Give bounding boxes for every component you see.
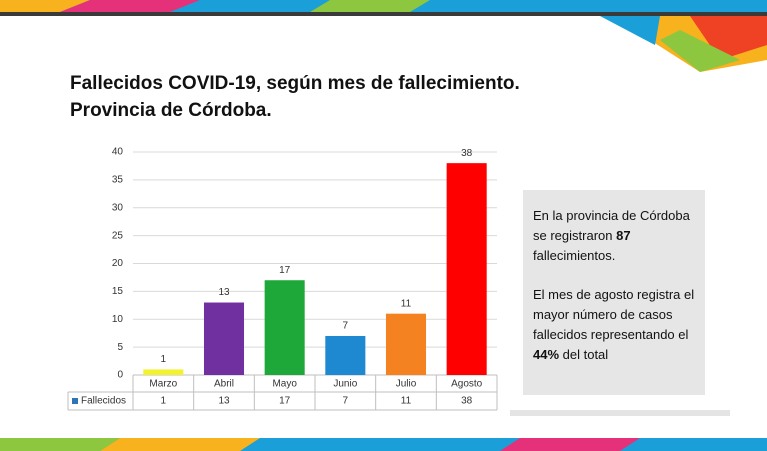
band-piece xyxy=(100,438,260,451)
y-tick-label: 15 xyxy=(112,286,124,297)
table-value: 17 xyxy=(279,396,291,407)
note-box: En la provincia de Córdoba se registraro… xyxy=(523,190,705,395)
y-tick-label: 35 xyxy=(112,175,124,186)
note-text: El mes de agosto registra el mayor númer… xyxy=(533,287,698,342)
table-value: 11 xyxy=(401,396,412,407)
x-tick-label: Agosto xyxy=(451,379,483,390)
band-piece xyxy=(310,0,430,12)
band-piece xyxy=(60,0,200,12)
data-label: 1 xyxy=(161,354,167,365)
note-text: fallecimientos. xyxy=(533,228,638,263)
chart-subtitle: Provincia de Córdoba. xyxy=(70,100,272,121)
note-text: 87 xyxy=(616,228,631,243)
y-tick-label: 40 xyxy=(112,147,124,158)
note-text: En la provincia de Córdoba se registraro… xyxy=(533,208,694,243)
corner-deco xyxy=(660,30,740,72)
y-tick-label: 30 xyxy=(112,202,124,213)
chart-title: Fallecidos COVID-19, según mes de fallec… xyxy=(70,73,520,94)
x-tick-label: Mayo xyxy=(272,379,297,390)
top-line xyxy=(0,12,767,16)
bar xyxy=(143,369,184,375)
bar xyxy=(325,335,366,375)
note-text: del total xyxy=(559,347,609,362)
data-label: 13 xyxy=(218,287,230,298)
data-label: 7 xyxy=(343,321,349,332)
y-tick-label: 25 xyxy=(112,230,124,241)
y-tick-label: 5 xyxy=(117,342,123,353)
data-label: 38 xyxy=(461,148,473,159)
band-piece xyxy=(0,438,120,451)
x-tick-label: Junio xyxy=(333,379,357,390)
shadow xyxy=(510,410,730,416)
note-text: 44% xyxy=(533,347,560,362)
bar xyxy=(203,302,245,375)
bar xyxy=(446,163,487,375)
x-tick-label: Abril xyxy=(214,379,234,390)
table-value: 38 xyxy=(461,396,473,407)
bar xyxy=(385,313,427,375)
table-value: 7 xyxy=(343,396,349,407)
legend-swatch xyxy=(72,398,78,404)
x-tick-label: Marzo xyxy=(149,379,177,390)
band-piece xyxy=(500,438,640,451)
table-value: 13 xyxy=(218,396,230,407)
y-tick-label: 10 xyxy=(112,314,124,325)
x-tick-label: Julio xyxy=(396,379,417,390)
data-label: 11 xyxy=(401,298,412,309)
legend-label: Fallecidos xyxy=(81,396,126,407)
data-label: 17 xyxy=(279,265,291,276)
note-paragraph: El mes de agosto registra el mayor númer… xyxy=(533,285,695,365)
corner-deco xyxy=(600,16,660,45)
note-paragraph: En la provincia de Córdoba se registraro… xyxy=(533,206,695,266)
corner-deco xyxy=(690,16,767,60)
table-value: 1 xyxy=(161,396,167,407)
y-tick-label: 20 xyxy=(112,258,124,269)
y-tick-label: 0 xyxy=(117,370,123,381)
bar xyxy=(264,280,305,375)
